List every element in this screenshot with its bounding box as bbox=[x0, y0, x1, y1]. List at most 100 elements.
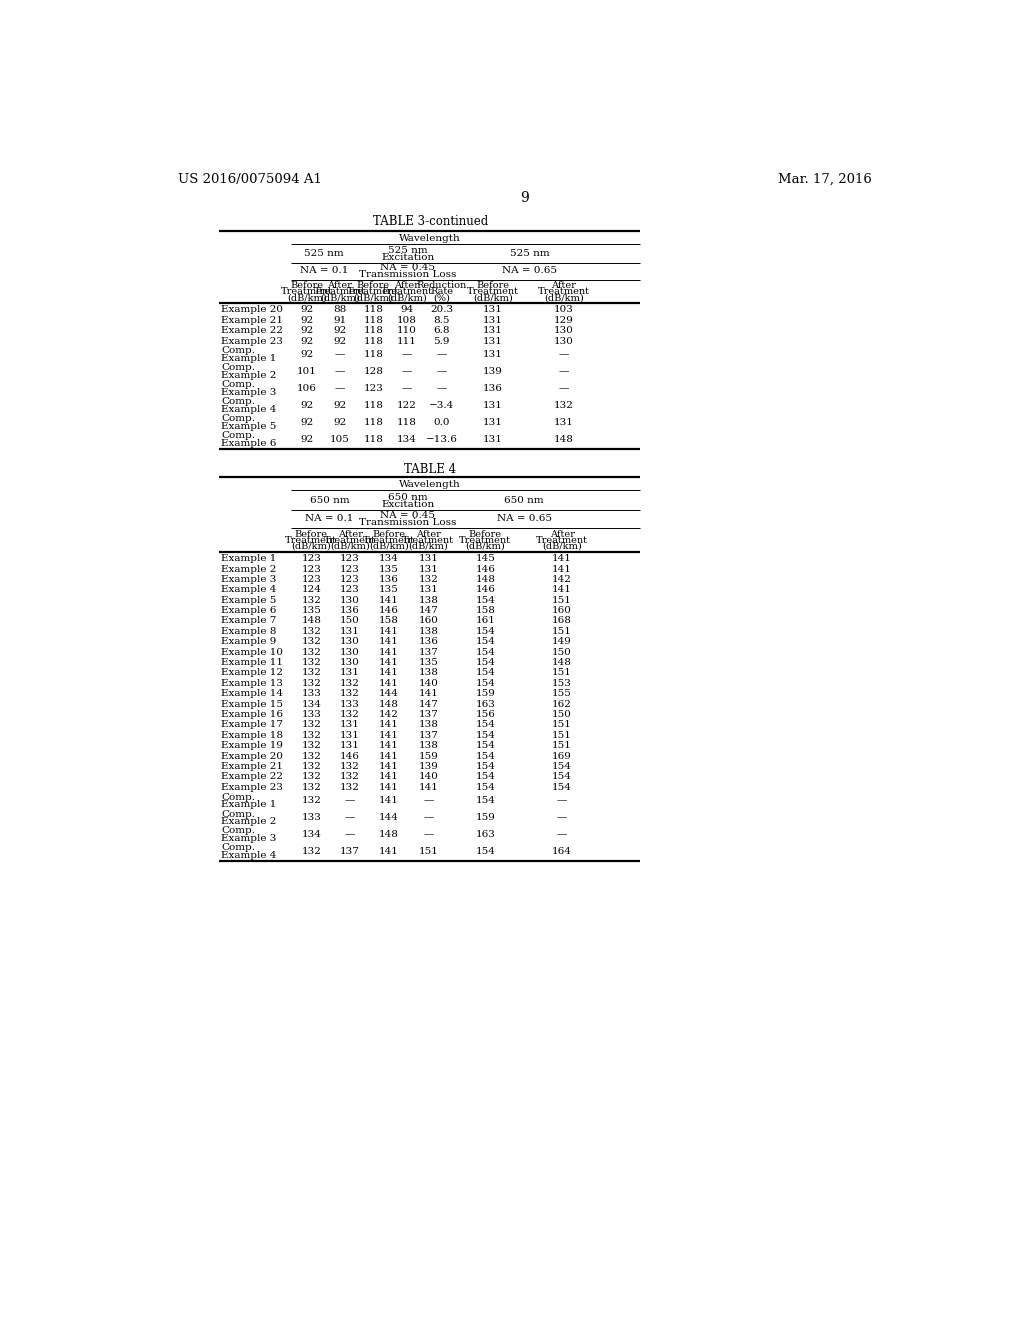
Text: 132: 132 bbox=[301, 847, 322, 857]
Text: 148: 148 bbox=[379, 830, 398, 840]
Text: 141: 141 bbox=[379, 751, 398, 760]
Text: 124: 124 bbox=[301, 585, 322, 594]
Text: Example 2: Example 2 bbox=[221, 565, 276, 573]
Text: 110: 110 bbox=[397, 326, 417, 335]
Text: 154: 154 bbox=[475, 668, 496, 677]
Text: Treatment: Treatment bbox=[381, 288, 433, 296]
Text: 136: 136 bbox=[340, 606, 360, 615]
Text: 151: 151 bbox=[419, 847, 438, 857]
Text: 525 nm: 525 nm bbox=[510, 249, 550, 259]
Text: 141: 141 bbox=[379, 648, 398, 656]
Text: 159: 159 bbox=[475, 689, 496, 698]
Text: 154: 154 bbox=[475, 772, 496, 781]
Text: 9: 9 bbox=[520, 191, 529, 206]
Text: 145: 145 bbox=[475, 554, 496, 564]
Text: 141: 141 bbox=[379, 668, 398, 677]
Text: 92: 92 bbox=[300, 418, 313, 426]
Text: 135: 135 bbox=[419, 659, 438, 667]
Text: 130: 130 bbox=[340, 595, 360, 605]
Text: (dB/km): (dB/km) bbox=[542, 543, 582, 550]
Text: Example 3: Example 3 bbox=[221, 388, 276, 397]
Text: Example 1: Example 1 bbox=[221, 800, 276, 809]
Text: Mar. 17, 2016: Mar. 17, 2016 bbox=[778, 173, 872, 186]
Text: 148: 148 bbox=[301, 616, 322, 626]
Text: 160: 160 bbox=[419, 616, 438, 626]
Text: 148: 148 bbox=[552, 659, 572, 667]
Text: 5.9: 5.9 bbox=[433, 337, 450, 346]
Text: Example 4: Example 4 bbox=[221, 405, 276, 414]
Text: 105: 105 bbox=[330, 436, 350, 444]
Text: 154: 154 bbox=[552, 783, 572, 792]
Text: Comp.: Comp. bbox=[221, 792, 255, 801]
Text: Example 15: Example 15 bbox=[221, 700, 283, 709]
Text: Treatment: Treatment bbox=[281, 288, 333, 296]
Text: 135: 135 bbox=[379, 565, 398, 573]
Text: Comp.: Comp. bbox=[221, 809, 255, 818]
Text: NA = 0.1: NA = 0.1 bbox=[305, 515, 353, 523]
Text: 131: 131 bbox=[340, 742, 360, 750]
Text: Treatment: Treatment bbox=[402, 536, 455, 545]
Text: Comp.: Comp. bbox=[221, 380, 255, 389]
Text: 92: 92 bbox=[300, 350, 313, 359]
Text: 136: 136 bbox=[419, 638, 438, 647]
Text: —: — bbox=[345, 813, 355, 822]
Text: 132: 132 bbox=[301, 595, 322, 605]
Text: 141: 141 bbox=[379, 742, 398, 750]
Text: Comp.: Comp. bbox=[221, 397, 255, 407]
Text: —: — bbox=[436, 384, 446, 393]
Text: 131: 131 bbox=[483, 401, 503, 411]
Text: 123: 123 bbox=[340, 554, 360, 564]
Text: 169: 169 bbox=[552, 751, 572, 760]
Text: 138: 138 bbox=[419, 742, 438, 750]
Text: After: After bbox=[552, 281, 577, 290]
Text: 92: 92 bbox=[300, 326, 313, 335]
Text: 132: 132 bbox=[301, 678, 322, 688]
Text: 159: 159 bbox=[419, 751, 438, 760]
Text: 138: 138 bbox=[419, 721, 438, 730]
Text: Example 16: Example 16 bbox=[221, 710, 283, 719]
Text: 151: 151 bbox=[552, 595, 572, 605]
Text: Example 21: Example 21 bbox=[221, 315, 283, 325]
Text: 123: 123 bbox=[340, 585, 360, 594]
Text: —: — bbox=[335, 350, 345, 359]
Text: Example 19: Example 19 bbox=[221, 742, 283, 750]
Text: 163: 163 bbox=[475, 700, 496, 709]
Text: 132: 132 bbox=[301, 638, 322, 647]
Text: 129: 129 bbox=[554, 315, 573, 325]
Text: (dB/km): (dB/km) bbox=[465, 543, 505, 550]
Text: 148: 148 bbox=[554, 436, 573, 444]
Text: Example 4: Example 4 bbox=[221, 585, 276, 594]
Text: Before: Before bbox=[469, 529, 502, 539]
Text: Example 2: Example 2 bbox=[221, 371, 276, 380]
Text: 154: 154 bbox=[475, 731, 496, 739]
Text: Example 20: Example 20 bbox=[221, 305, 283, 314]
Text: Example 11: Example 11 bbox=[221, 659, 283, 667]
Text: 133: 133 bbox=[301, 813, 322, 822]
Text: 133: 133 bbox=[340, 700, 360, 709]
Text: Example 6: Example 6 bbox=[221, 438, 276, 447]
Text: 141: 141 bbox=[379, 627, 398, 636]
Text: (dB/km): (dB/km) bbox=[353, 293, 393, 302]
Text: —: — bbox=[436, 350, 446, 359]
Text: 130: 130 bbox=[554, 326, 573, 335]
Text: 123: 123 bbox=[301, 565, 322, 573]
Text: −3.4: −3.4 bbox=[429, 401, 454, 411]
Text: (dB/km): (dB/km) bbox=[387, 293, 427, 302]
Text: Example 3: Example 3 bbox=[221, 576, 276, 583]
Text: —: — bbox=[423, 813, 433, 822]
Text: (dB/km): (dB/km) bbox=[369, 543, 409, 550]
Text: 155: 155 bbox=[552, 689, 572, 698]
Text: 92: 92 bbox=[300, 401, 313, 411]
Text: (dB/km): (dB/km) bbox=[473, 293, 513, 302]
Text: 150: 150 bbox=[340, 616, 360, 626]
Text: 123: 123 bbox=[340, 576, 360, 583]
Text: 159: 159 bbox=[475, 813, 496, 822]
Text: 140: 140 bbox=[419, 772, 438, 781]
Text: Treatment: Treatment bbox=[460, 536, 511, 545]
Text: 123: 123 bbox=[301, 554, 322, 564]
Text: 122: 122 bbox=[397, 401, 417, 411]
Text: 146: 146 bbox=[475, 565, 496, 573]
Text: 151: 151 bbox=[552, 731, 572, 739]
Text: 88: 88 bbox=[334, 305, 346, 314]
Text: Example 18: Example 18 bbox=[221, 731, 283, 739]
